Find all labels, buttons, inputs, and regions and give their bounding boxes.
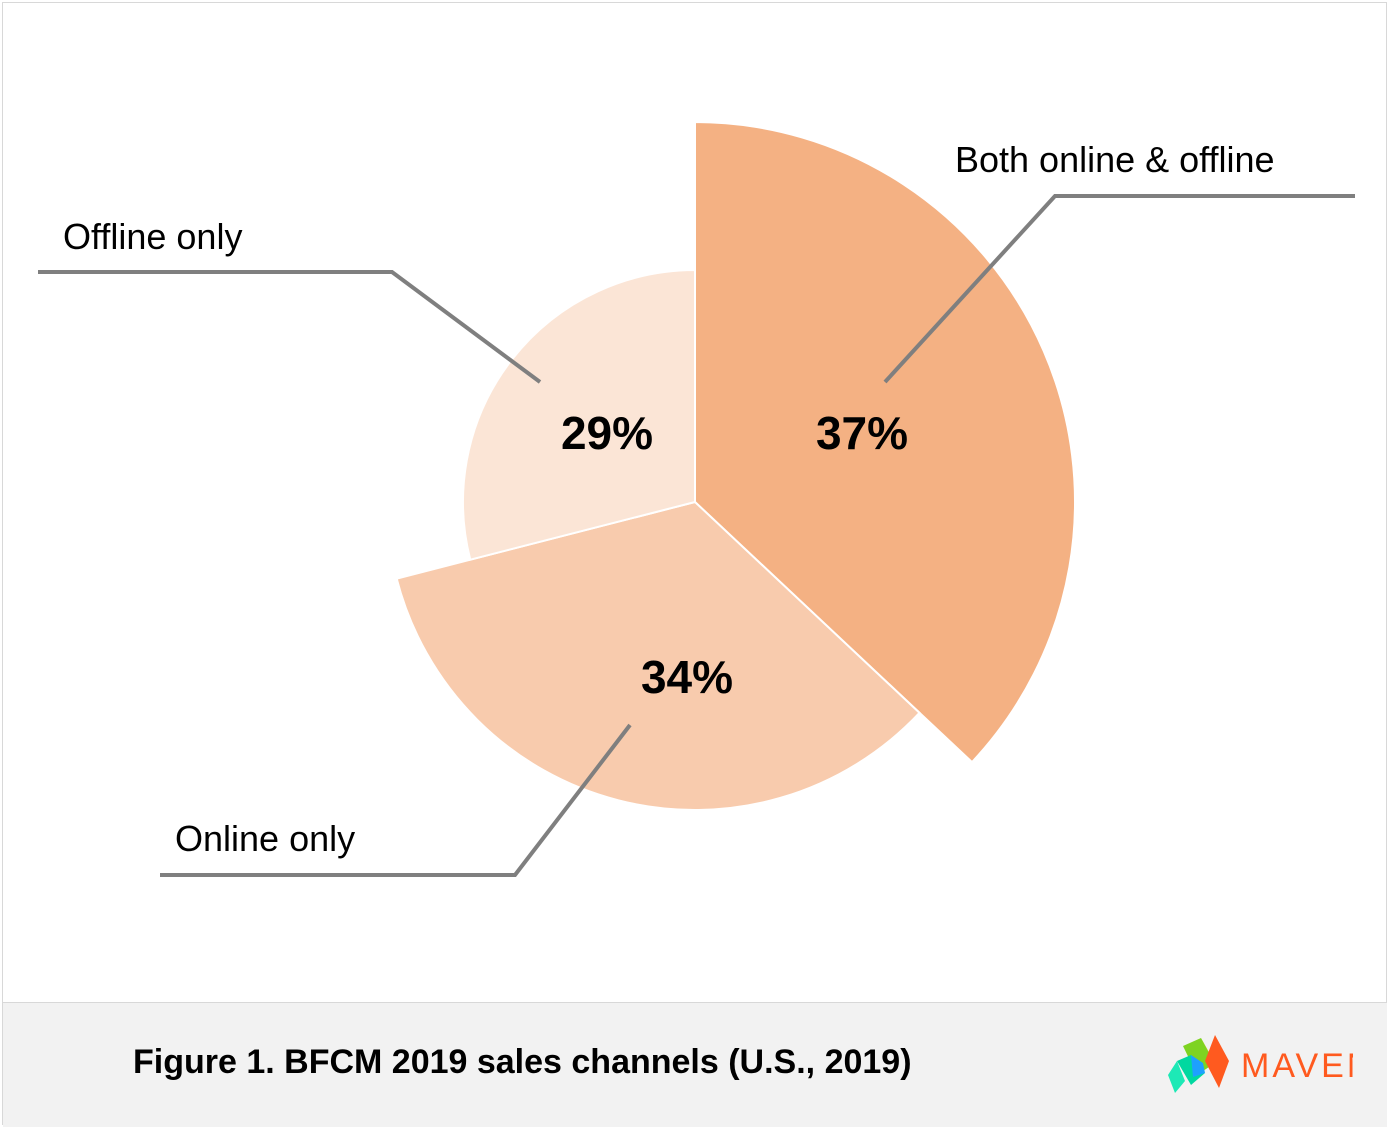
data-label-0: 37% <box>816 407 908 459</box>
leader-line-2 <box>38 270 542 384</box>
leader-line-1 <box>160 723 632 877</box>
logo-text: MAVEN <box>1241 1047 1353 1085</box>
maven-logo: MAVEN <box>1168 1035 1353 1093</box>
pie-slice-1 <box>395 500 921 811</box>
pie-slice-0 <box>694 120 1076 764</box>
footer: Figure 1. BFCM 2019 sales channels (U.S.… <box>3 1002 1387 1127</box>
pie-chart: 37% Both online & offline 34% Online only 29… <box>38 120 1355 877</box>
category-label-2: Offline only <box>63 216 242 257</box>
data-label-2: 29% <box>561 407 653 459</box>
figure-caption: Figure 1. BFCM 2019 sales channels (U.S.… <box>133 1043 912 1081</box>
data-label-1: 34% <box>641 651 733 703</box>
category-label-0: Both online & offline <box>955 139 1275 180</box>
leader-line-0 <box>883 194 1355 384</box>
category-label-1: Online only <box>175 818 355 859</box>
